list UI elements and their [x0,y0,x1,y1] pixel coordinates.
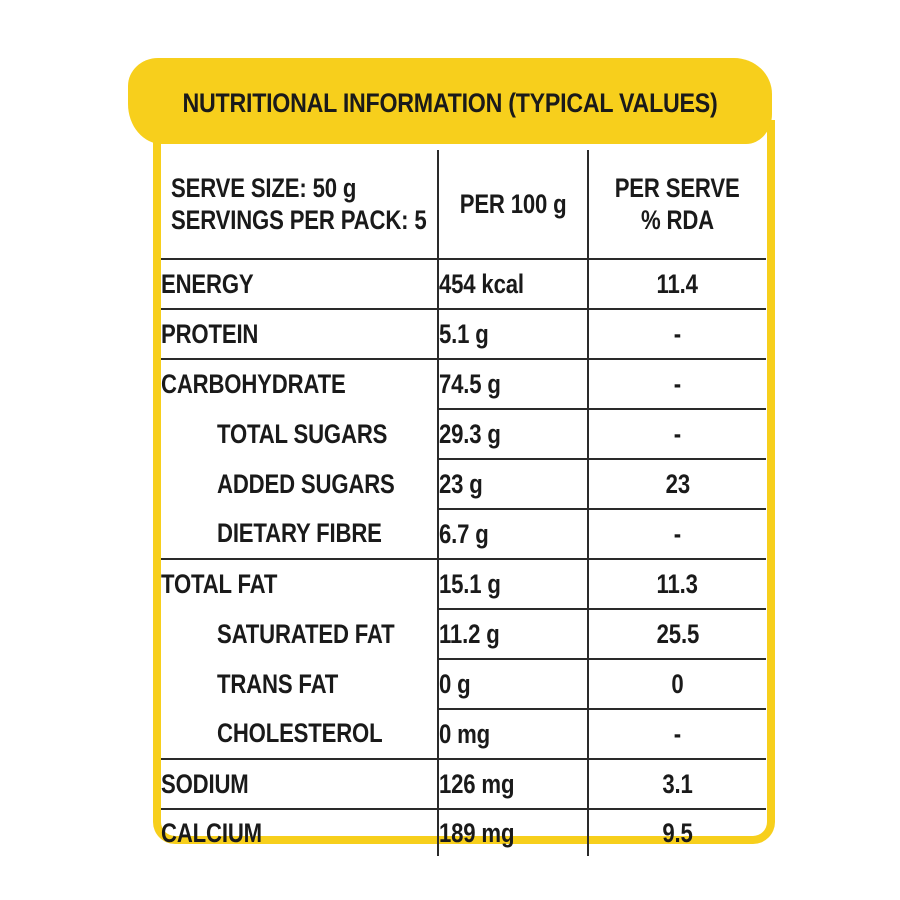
rda-value: - [587,409,766,460]
per100-column-header: PER 100 g [437,150,588,260]
table-row: TOTAL SUGARS 29.3 g - [161,409,766,460]
per100-value: 126 mg [437,759,588,810]
label-title: NUTRITIONAL INFORMATION (TYPICAL VALUES) [182,87,718,118]
table-row: TOTAL FAT 15.1 g 11.3 [161,559,766,610]
per100-value: 29.3 g [437,409,588,460]
nutrient-name: CALCIUM [161,817,262,848]
rda-value: 11.3 [587,559,766,610]
nutrient-name: PROTEIN [161,309,438,360]
table-row: ENERGY 454 kcal 11.4 [161,259,766,310]
nutrient-name: TOTAL SUGARS [217,418,388,449]
rda-value: 0 [587,659,766,710]
table-row: TRANS FAT 0 g 0 [161,659,766,710]
nutrient-name: DIETARY FIBRE [161,509,438,560]
table-row: SATURATED FAT 11.2 g 25.5 [161,609,766,660]
nutrient-name: TRANS FAT [217,668,339,699]
nutrient-name: CHOLESTEROL [161,709,438,760]
title-banner: NUTRITIONAL INFORMATION (TYPICAL VALUES) [128,58,772,144]
nutrient-name: SATURATED FAT [217,618,395,649]
per100-value: 23 g [437,459,588,510]
rda-value: 23 [587,459,766,510]
nutrient-name: TOTAL FAT [161,569,278,599]
table-header-row: SERVE SIZE: 50 g SERVINGS PER PACK: 5 PE… [161,150,766,260]
table-row: PROTEIN 5.1 g - [161,309,766,360]
per100-value: 0 g [437,659,588,710]
per100-value: 5.1 g [437,309,588,360]
per100-value: 6.7 g [437,509,588,560]
per100-value: 74.5 g [437,359,588,410]
rda-value: - [587,359,766,410]
rda-value: - [587,309,766,360]
per100-value: 454 kcal [437,259,588,310]
nutrient-name: ADDED SUGARS [217,468,395,499]
per100-value: 0 mg [437,709,588,760]
serve-size-text: SERVE SIZE: 50 g [171,172,357,203]
nutrient-name: ENERGY [161,259,438,310]
nutrition-table: SERVE SIZE: 50 g SERVINGS PER PACK: 5 PE… [161,150,766,856]
table-row: SODIUM 126 mg 3.1 [161,759,766,810]
rda-value: 3.1 [587,759,766,810]
serving-info-header: SERVE SIZE: 50 g SERVINGS PER PACK: 5 [161,150,438,260]
rda-column-header: PER SERVE % RDA [587,150,766,260]
rda-value: 25.5 [587,609,766,660]
table-row: DIETARY FIBRE 6.7 g - [161,509,766,560]
table-row: CALCIUM 189 mg 9.5 [161,809,766,856]
rda-value: 9.5 [587,809,766,856]
table-row: CARBOHYDRATE 74.5 g - [161,359,766,410]
nutrient-name: CARBOHYDRATE [161,369,346,399]
table-row: CHOLESTEROL 0 mg - [161,709,766,760]
table-row: ADDED SUGARS 23 g 23 [161,459,766,510]
rda-value: 11.4 [587,259,766,310]
per100-value: 189 mg [437,809,588,856]
per100-value: 11.2 g [437,609,588,660]
nutrient-name: SODIUM [161,759,438,810]
rda-value: - [587,509,766,560]
rda-value: - [587,709,766,760]
per100-value: 15.1 g [437,559,588,610]
servings-per-pack-text: SERVINGS PER PACK: 5 [171,205,427,235]
